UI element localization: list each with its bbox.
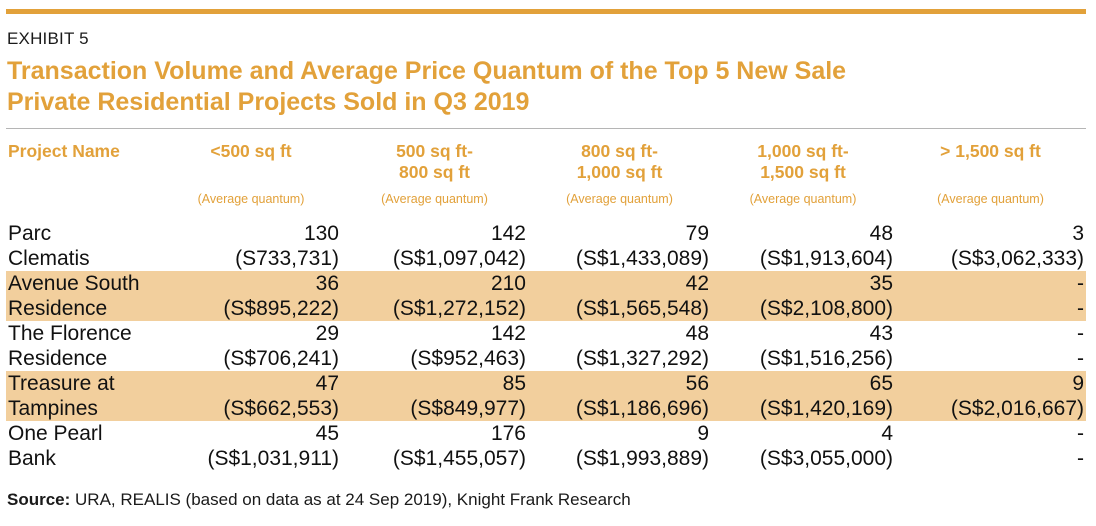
volume-cell: 65 (711, 371, 895, 396)
quantum-cell: (S$849,977) (341, 396, 528, 421)
column-subheader: (Average quantum) (381, 192, 488, 206)
column-header-label: 800 sq ft- 1,000 sq ft (576, 141, 663, 182)
column-subheader: (Average quantum) (197, 192, 305, 206)
volume-cell: - (895, 271, 1086, 296)
table-row-volume: Parc 130 142 79 48 3 (6, 221, 1086, 246)
volume-cell: - (1077, 422, 1084, 445)
quantum-cell: (S$2,016,667) (895, 396, 1086, 421)
quantum-cell: (S$706,241) (223, 347, 339, 370)
quantum-cell: (S$1,031,911) (207, 447, 339, 470)
volume-cell: 210 (341, 271, 528, 296)
table-row-volume: The Florence 29 142 48 43 - (6, 321, 1086, 346)
table-row-volume: One Pearl 45 176 9 4 - (6, 421, 1086, 446)
volume-cell: 48 (685, 322, 709, 345)
quantum-cell: - (1077, 447, 1084, 470)
volume-cell: 3 (1072, 222, 1084, 245)
project-name-cell: Residence (6, 296, 161, 321)
column-header-under-500: <500 sq ft (Average quantum) (161, 137, 341, 215)
table-row-quantum: Residence (S$895,222) (S$1,272,152) (S$1… (6, 296, 1086, 321)
quantum-cell: - (1077, 347, 1084, 370)
column-header-project-name: Project Name (6, 137, 161, 215)
source-label: Source: (7, 490, 71, 509)
volume-cell: 35 (711, 271, 895, 296)
volume-cell: 130 (303, 222, 339, 245)
quantum-cell: (S$1,455,057) (392, 447, 526, 470)
column-subheader: (Average quantum) (566, 192, 673, 206)
project-name-cell: Avenue South (6, 271, 161, 296)
volume-cell: 36 (161, 271, 341, 296)
quantum-cell: (S$2,108,800) (711, 296, 895, 321)
volume-cell: 176 (490, 422, 526, 445)
project-name-cell: Tampines (6, 396, 161, 421)
table-row-quantum: Residence (S$706,241) (S$952,463) (S$1,3… (6, 346, 1086, 371)
quantum-cell: (S$3,055,000) (759, 447, 893, 470)
quantum-cell: (S$1,433,089) (575, 247, 709, 270)
column-header-800-1000: 800 sq ft- 1,000 sq ft (Average quantum) (528, 137, 711, 215)
source-text: URA, REALIS (based on data as at 24 Sep … (70, 490, 631, 509)
column-header-label: 1,000 sq ft- 1,500 sq ft (757, 141, 849, 182)
quantum-cell: (S$662,553) (161, 396, 341, 421)
quantum-cell: - (895, 296, 1086, 321)
quantum-cell: (S$1,565,548) (528, 296, 711, 321)
column-header-label: 500 sq ft- 800 sq ft (396, 141, 473, 182)
volume-cell: 42 (528, 271, 711, 296)
column-header-1000-1500: 1,000 sq ft- 1,500 sq ft (Average quantu… (711, 137, 895, 215)
quantum-cell: (S$1,420,169) (711, 396, 895, 421)
volume-cell: 9 (895, 371, 1086, 396)
project-name-cell: Parc (8, 222, 52, 245)
volume-cell: 43 (869, 322, 893, 345)
quantum-cell: (S$952,463) (410, 347, 526, 370)
column-header-label: > 1,500 sq ft (940, 141, 1041, 161)
project-name-cell: Clematis (8, 247, 90, 270)
column-header-label: <500 sq ft (210, 141, 292, 161)
volume-cell: 45 (315, 422, 339, 445)
table-row-volume: Treasure at 47 85 56 65 9 (6, 371, 1086, 396)
column-header-500-800: 500 sq ft- 800 sq ft (Average quantum) (341, 137, 528, 215)
volume-cell: 9 (697, 422, 709, 445)
column-subheader: (Average quantum) (937, 192, 1044, 206)
quantum-cell: (S$1,993,889) (575, 447, 709, 470)
volume-cell: 85 (341, 371, 528, 396)
project-name-cell: Bank (8, 447, 56, 470)
project-name-cell: One Pearl (8, 422, 103, 445)
quantum-cell: (S$3,062,333) (950, 247, 1084, 270)
table-row-quantum: Tampines (S$662,553) (S$849,977) (S$1,18… (6, 396, 1086, 421)
table-row-volume: Avenue South 36 210 42 35 - (6, 271, 1086, 296)
title-divider (6, 128, 1086, 129)
table-header-row: Project Name <500 sq ft (Average quantum… (6, 137, 1086, 215)
volume-cell: 29 (315, 322, 339, 345)
table-row-quantum: Bank (S$1,031,911) (S$1,455,057) (S$1,99… (6, 446, 1086, 471)
volume-cell: 4 (881, 422, 893, 445)
project-name-cell: The Florence (8, 322, 132, 345)
quantum-cell: (S733,731) (235, 247, 339, 270)
top-accent-bar (6, 9, 1086, 14)
project-name-cell: Treasure at (6, 371, 161, 396)
source-note: Source: URA, REALIS (based on data as at… (7, 490, 631, 510)
transactions-table: Project Name <500 sq ft (Average quantum… (6, 137, 1086, 471)
volume-cell: - (1077, 322, 1084, 345)
volume-cell: 56 (528, 371, 711, 396)
quantum-cell: (S$1,186,696) (528, 396, 711, 421)
title-line-1: Transaction Volume and Average Price Qua… (7, 57, 847, 85)
exhibit-title: Transaction Volume and Average Price Qua… (7, 56, 1082, 118)
quantum-cell: (S$895,222) (161, 296, 341, 321)
quantum-cell: (S$1,327,292) (575, 347, 709, 370)
volume-cell: 79 (685, 222, 709, 245)
volume-cell: 142 (490, 222, 526, 245)
quantum-cell: (S$1,913,604) (759, 247, 893, 270)
quantum-cell: (S$1,272,152) (341, 296, 528, 321)
volume-cell: 47 (161, 371, 341, 396)
volume-cell: 48 (869, 222, 893, 245)
column-header-label: Project Name (8, 141, 120, 161)
quantum-cell: (S$1,516,256) (759, 347, 893, 370)
exhibit-label: EXHIBIT 5 (7, 29, 89, 48)
table-row-quantum: Clematis (S733,731) (S$1,097,042) (S$1,4… (6, 246, 1086, 271)
quantum-cell: (S$1,097,042) (392, 247, 526, 270)
column-header-over-1500: > 1,500 sq ft (Average quantum) (895, 137, 1086, 215)
title-line-2: Private Residential Projects Sold in Q3 … (7, 88, 530, 116)
volume-cell: 142 (490, 322, 526, 345)
column-subheader: (Average quantum) (749, 192, 857, 206)
project-name-cell: Residence (8, 347, 108, 370)
